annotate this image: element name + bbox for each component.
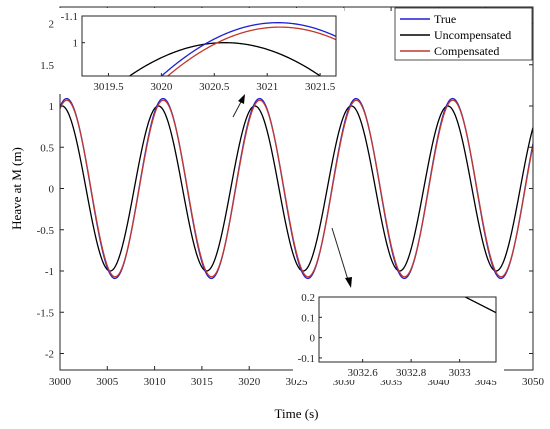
inset-y-tick-label: 0	[310, 333, 316, 345]
y-tick-label: 1	[49, 101, 55, 113]
x-tick-label: 3020	[238, 376, 261, 388]
inset-x-tick-label: 3021	[256, 81, 278, 93]
series-line-uncompensated	[60, 105, 533, 272]
y-tick-label: -0.5	[37, 225, 55, 237]
series-line-compensated	[60, 99, 533, 278]
y-tick-label: -2	[45, 349, 54, 361]
inset-x-tick-label: 3020	[150, 81, 173, 93]
x-axis-label: Time (s)	[275, 406, 319, 421]
y-tick-label: 1.5	[40, 60, 54, 72]
arrows	[232, 94, 352, 288]
main-axes: 3000 3005 3010 3015 3020 3025 3030 3035 3040 3045…	[9, 6, 545, 421]
x-axis-ticks: 3000 3005 3010 3015 3020 3025 3030 3035 3040 3045…	[49, 7, 545, 388]
inset-y-tick-label: 0.1	[301, 312, 315, 324]
y-tick-label: 0	[49, 184, 55, 196]
arrow-head-bottom	[345, 277, 352, 288]
y-axis-label: Heave at M (m)	[9, 147, 24, 230]
inset-y-tick-label: 0.2	[301, 292, 315, 304]
inset-top-left: 3019.5 3020 3020.5 3021 3021.5 1 -1.1	[56, 8, 344, 94]
inset-top-tick-label: -1.1	[61, 11, 78, 23]
inset-x-tick-label: 3021.5	[305, 81, 336, 93]
legend-label-uncompensated: Uncompensated	[434, 28, 511, 42]
x-tick-label: 3050	[522, 376, 545, 388]
y-tick-label: 2	[49, 19, 55, 31]
x-tick-label: 3015	[191, 376, 214, 388]
legend-label-true: True	[434, 12, 456, 26]
legend: True Uncompensated Compensated	[394, 7, 533, 61]
inset-background	[56, 8, 344, 94]
inset-series-line-uncompensated	[463, 297, 496, 314]
inset-background	[293, 289, 504, 380]
x-tick-label: 3005	[96, 376, 119, 388]
y-axis-ticks: -2 -1.5 -1 -0.5 0 0.5 1 1.5 2	[37, 19, 533, 361]
x-tick-label: 3000	[49, 376, 72, 388]
inset-x-tick-label: 3032.8	[396, 367, 427, 379]
y-tick-label: 0.5	[40, 142, 54, 154]
y-tick-label: -1	[45, 266, 54, 278]
inset-series-line-uncompensated	[128, 42, 322, 76]
inset-frame	[318, 296, 497, 363]
arrow-shaft-top	[232, 99, 243, 118]
x-tick-label: 3010	[144, 376, 167, 388]
arrow-head-top	[238, 94, 245, 104]
inset-frame	[81, 15, 337, 77]
inset-x-tick-label: 3032.6	[348, 367, 379, 379]
inset-y-tick-label: -0.1	[298, 353, 315, 365]
y-tick-label: -1.5	[37, 307, 55, 319]
inset-series-line-compensated	[166, 26, 336, 76]
inset-x-tick-label: 3020.5	[199, 81, 230, 93]
inset-x-tick-label: 3033	[449, 367, 472, 379]
legend-label-compensated: Compensated	[434, 44, 499, 58]
inset-y-tick-label: 1	[73, 38, 79, 50]
inset-x-tick-label: 3019.5	[93, 81, 124, 93]
inset-series-line-true	[160, 22, 336, 76]
inset-bottom-right: 3032.6 3032.8 3033 -0.1 0 0.1 0.2	[293, 289, 504, 380]
arrow-shaft-bottom	[331, 227, 349, 281]
